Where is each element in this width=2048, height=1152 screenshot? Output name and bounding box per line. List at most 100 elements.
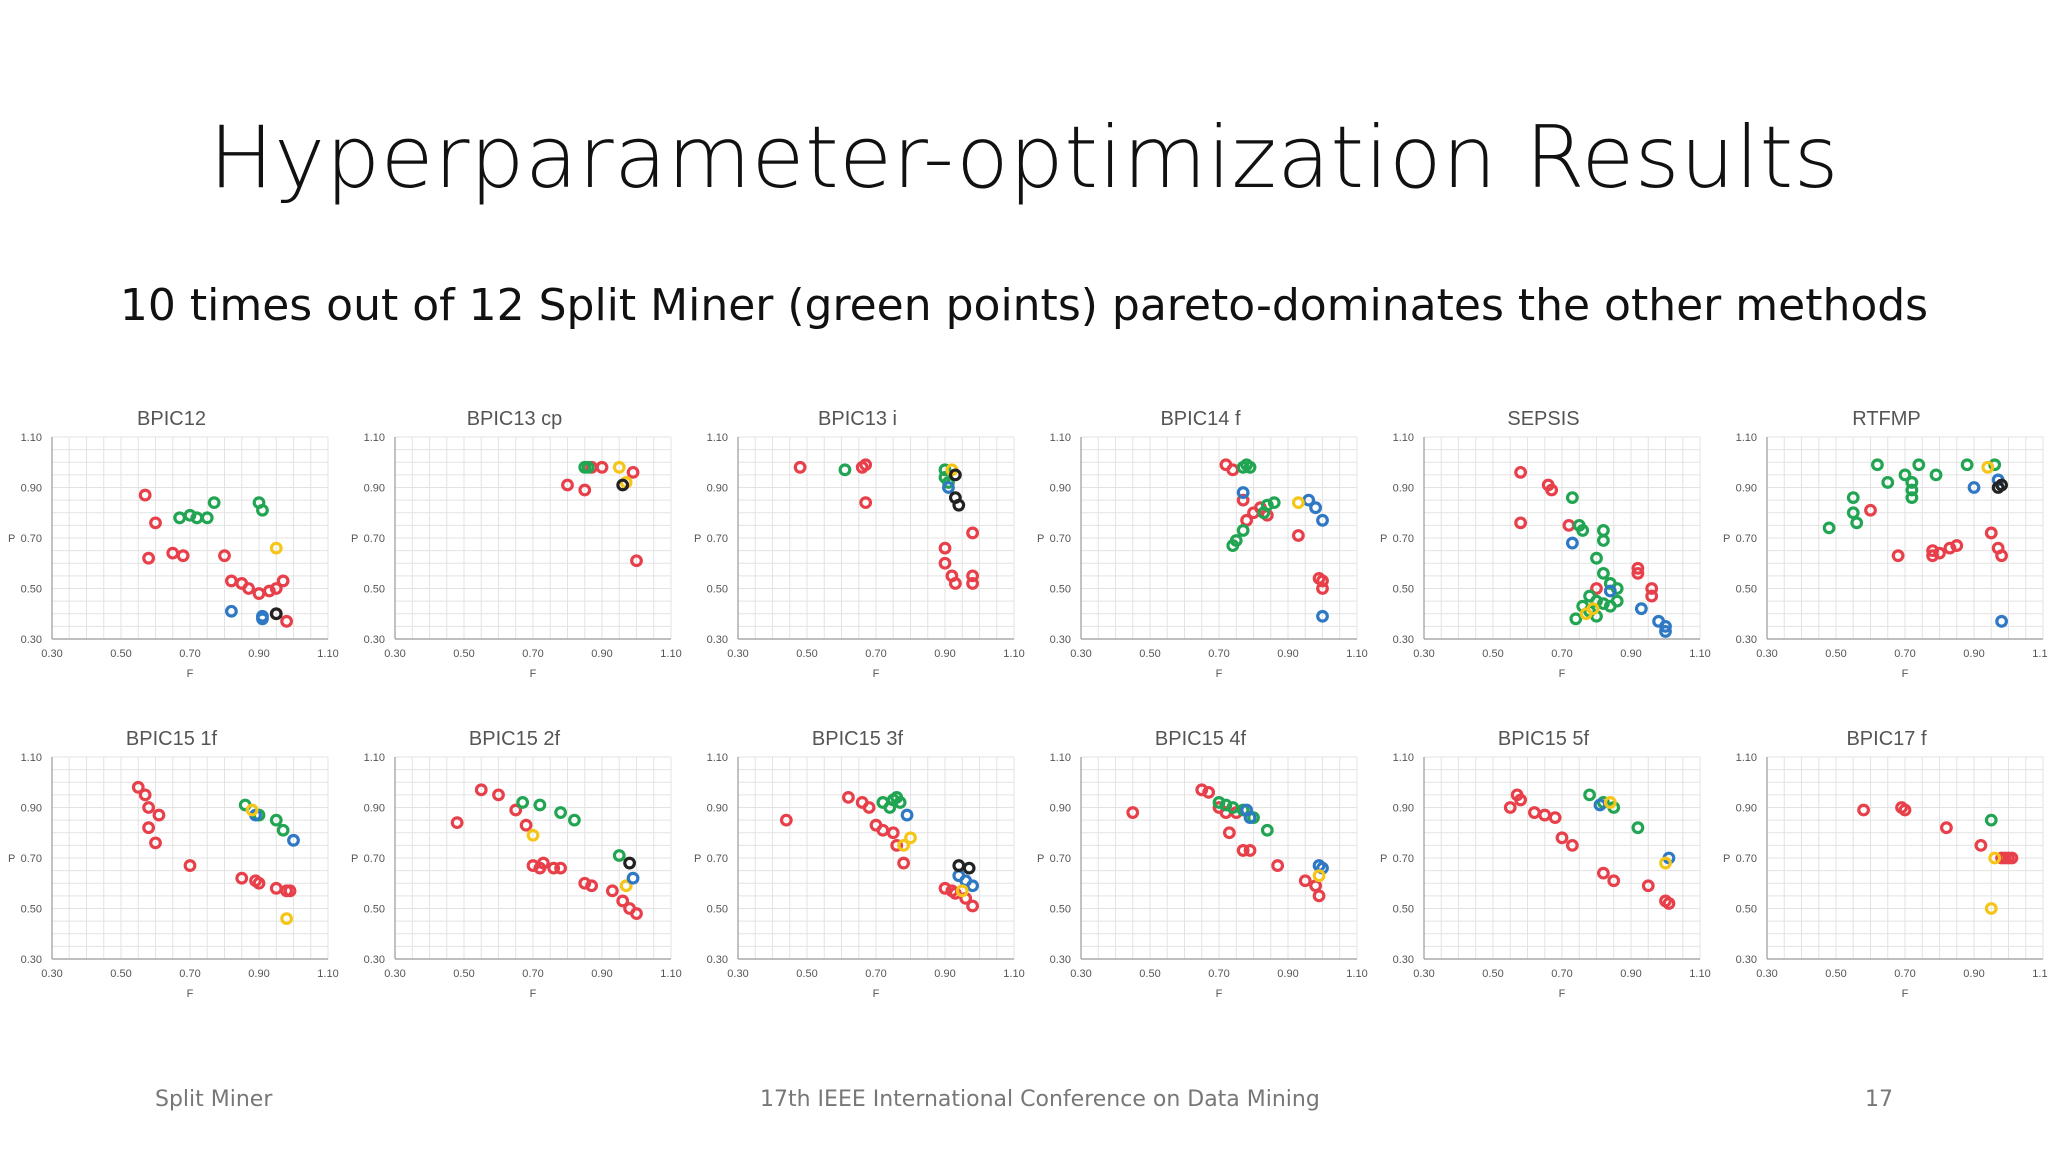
- x-axis-label: F: [1216, 668, 1223, 680]
- y-axis-label: P: [1037, 533, 1044, 545]
- chart-0: BPIC12 0.30 0.50 0.70 0.90 1.10 0.30 0.50 0.70 0.…: [0, 395, 343, 715]
- data-point-green: [1822, 521, 1836, 535]
- data-point-red: [1316, 582, 1329, 595]
- data-point-red: [948, 886, 962, 900]
- y-axis-label: P: [1723, 533, 1730, 545]
- x-axis-label: F: [1559, 668, 1566, 680]
- y-tick-label: 1.10: [1393, 752, 1414, 764]
- data-point-red: [626, 465, 640, 479]
- data-point-blue: [1316, 609, 1329, 623]
- data-point-red: [561, 478, 574, 492]
- x-tick-label: 0.30: [41, 968, 62, 980]
- chart-4: SEPSIS 0.30 0.50 0.70 0.90 1.10 0.30 0.50 0.70 0.…: [1372, 395, 1715, 715]
- data-point-green: [1898, 468, 1912, 482]
- data-point-red: [142, 801, 156, 814]
- y-tick-label: 0.90: [1736, 483, 1757, 495]
- data-point-red: [283, 884, 297, 898]
- x-tick-label: 1.10: [1689, 968, 1710, 980]
- data-point-green: [1631, 821, 1645, 835]
- x-tick-label: 0.50: [796, 968, 817, 980]
- data-point-blue: [1995, 614, 2009, 628]
- data-point-yellow: [1984, 902, 1998, 915]
- x-tick-label: 0.30: [384, 968, 405, 980]
- data-point-red: [876, 823, 890, 837]
- chart-svg: BPIC17 f 0.30 0.50 0.70 0.90 1.10 0.30 0.50 0.70…: [1723, 728, 2048, 1000]
- data-point-red: [269, 582, 283, 595]
- data-point-green: [1243, 460, 1257, 474]
- data-point-red: [2005, 851, 2019, 865]
- data-point-red: [1298, 874, 1312, 888]
- data-point-green: [1881, 476, 1895, 489]
- data-point-yellow: [269, 541, 283, 555]
- data-point-red: [1312, 889, 1326, 903]
- data-point-green: [1260, 823, 1274, 837]
- data-point-red: [966, 899, 980, 913]
- data-point-red: [1548, 811, 1562, 824]
- x-tick-label: 0.50: [1139, 968, 1160, 980]
- x-tick-label: 0.70: [522, 968, 543, 980]
- x-tick-label: 0.50: [1825, 648, 1846, 660]
- data-point-red: [1933, 546, 1946, 560]
- data-point-blue: [1659, 625, 1672, 638]
- data-point-red: [1926, 544, 1940, 558]
- x-tick-label: 0.70: [1551, 968, 1572, 980]
- data-point-blue: [1309, 501, 1323, 515]
- chart-svg: BPIC15 4f 0.30 0.50 0.70 0.90 1.10 0.30 0.50 0.7…: [1037, 728, 1368, 1000]
- slide-subtitle: 10 times out of 12 Split Miner (green po…: [119, 280, 1929, 331]
- x-tick-label: 0.70: [1208, 648, 1229, 660]
- data-point-yellow: [1988, 851, 2002, 865]
- x-tick-label: 0.50: [1139, 648, 1160, 660]
- chart-title: BPIC12: [137, 408, 206, 430]
- y-tick-label: 0.70: [707, 853, 728, 865]
- x-tick-label: 0.70: [179, 968, 200, 980]
- y-tick-label: 0.50: [364, 904, 385, 916]
- data-point-green: [190, 511, 204, 525]
- y-axis-label: P: [1037, 853, 1044, 865]
- chart-title: BPIC15 3f: [812, 728, 904, 750]
- chart-svg: BPIC13 i 0.30 0.50 0.70 0.90 1.10 0.30 0.50 0.70…: [694, 408, 1025, 680]
- x-tick-label: 1.10: [1346, 968, 1367, 980]
- y-tick-label: 0.90: [364, 803, 385, 815]
- x-tick-label: 0.90: [591, 968, 612, 980]
- data-point-red: [235, 871, 249, 885]
- data-point-red: [841, 790, 855, 804]
- data-point-blue: [1634, 602, 1648, 616]
- chart-svg: BPIC15 2f 0.30 0.50 0.70 0.90 1.10 0.30 0.50 0.7…: [351, 728, 682, 1000]
- data-point-green: [1850, 516, 1864, 530]
- x-axis-label: F: [1902, 668, 1909, 680]
- x-tick-label: 0.70: [865, 648, 886, 660]
- y-tick-label: 0.70: [1393, 853, 1414, 865]
- data-point-green: [1565, 491, 1579, 504]
- data-point-red: [138, 788, 152, 802]
- x-tick-label: 1.10: [660, 968, 681, 980]
- data-point-red: [474, 783, 488, 797]
- data-point-green: [890, 790, 904, 804]
- x-tick-label: 0.70: [1208, 968, 1229, 980]
- data-point-yellow: [1603, 796, 1617, 809]
- data-point-green: [1905, 491, 1919, 504]
- data-point-green: [516, 796, 530, 809]
- y-axis-label: P: [694, 533, 701, 545]
- chart-1: BPIC13 cp 0.30 0.50 0.70 0.90 1.10 0.30 0.50 0.7…: [343, 395, 686, 715]
- data-point-green: [1929, 468, 1943, 482]
- data-point-red: [536, 856, 550, 870]
- y-tick-label: 0.50: [21, 584, 42, 596]
- data-point-red: [966, 569, 980, 583]
- data-point-red: [1939, 821, 1953, 835]
- y-tick-label: 0.90: [1050, 483, 1071, 495]
- y-tick-label: 0.50: [1050, 584, 1071, 596]
- data-point-red: [948, 577, 962, 590]
- data-point-red: [1645, 589, 1659, 603]
- data-point-green: [1870, 458, 1884, 472]
- data-point-red: [1195, 783, 1209, 797]
- data-point-yellow: [897, 838, 911, 852]
- x-tick-label: 0.90: [248, 648, 269, 660]
- x-tick-label: 0.50: [110, 968, 131, 980]
- data-point-green: [1596, 597, 1610, 611]
- data-point-green: [1590, 551, 1603, 565]
- x-axis-label: F: [187, 668, 194, 680]
- y-tick-label: 0.90: [21, 483, 42, 495]
- x-tick-label: 0.50: [1482, 648, 1503, 660]
- x-tick-label: 0.30: [1070, 648, 1091, 660]
- data-point-blue: [1236, 486, 1250, 499]
